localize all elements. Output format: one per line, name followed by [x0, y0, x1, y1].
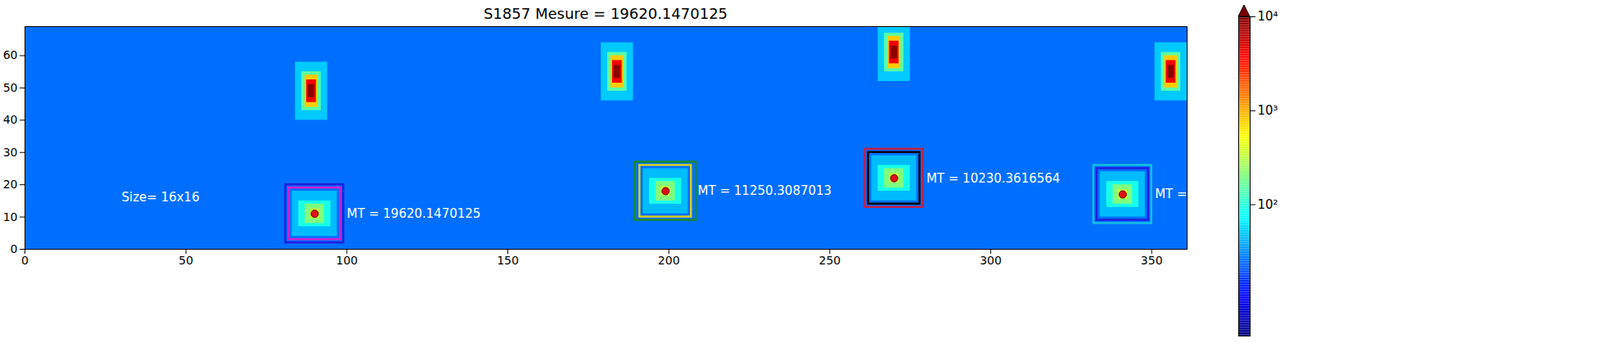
svg-text:30: 30 [3, 145, 19, 159]
html-text:S1857 Mesure = 19620.1470125: S1857 Mesure = 19620.1470125 [483, 4, 728, 23]
svg-text:MT =: MT = [1154, 186, 1187, 202]
svg-text:300: 300 [979, 253, 1002, 267]
svg-text:10²: 10² [1257, 197, 1279, 212]
svg-text:100: 100 [335, 253, 358, 267]
svg-text:20: 20 [3, 177, 19, 191]
svg-text:MT = 19620.1470125: MT = 19620.1470125 [347, 206, 482, 221]
svg-text:200: 200 [658, 253, 681, 267]
svg-text:50: 50 [3, 81, 19, 95]
svg-text:350: 350 [1140, 253, 1163, 267]
svg-text:40: 40 [3, 112, 19, 127]
svg-text:MT = 11250.3087013: MT = 11250.3087013 [698, 183, 833, 199]
svg-text:10³: 10³ [1257, 103, 1279, 118]
svg-text:0: 0 [10, 242, 19, 256]
svg-text:10⁴: 10⁴ [1257, 9, 1279, 24]
svg-text:60: 60 [3, 48, 19, 62]
svg-text:10: 10 [3, 210, 19, 224]
svg-text:150: 150 [496, 253, 519, 267]
svg-text:50: 50 [178, 253, 194, 267]
svg-text:MT = 10230.3616564: MT = 10230.3616564 [926, 171, 1061, 186]
svg-text:250: 250 [819, 253, 842, 267]
svg-text:0: 0 [21, 253, 29, 267]
svg-text:Size= 16x16: Size= 16x16 [121, 189, 200, 205]
